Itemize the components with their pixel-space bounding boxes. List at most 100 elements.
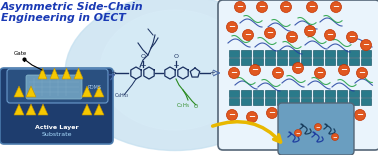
Bar bbox=[361, 50, 371, 57]
Bar bbox=[301, 90, 311, 97]
Bar bbox=[361, 58, 371, 65]
Polygon shape bbox=[50, 68, 59, 79]
Bar bbox=[337, 58, 347, 65]
Text: −: − bbox=[333, 2, 339, 11]
Bar bbox=[313, 50, 323, 57]
FancyBboxPatch shape bbox=[218, 0, 378, 150]
Circle shape bbox=[294, 129, 302, 137]
Text: −: − bbox=[288, 32, 296, 41]
Bar bbox=[349, 90, 359, 97]
Polygon shape bbox=[94, 104, 104, 115]
Circle shape bbox=[293, 62, 304, 73]
Polygon shape bbox=[14, 86, 24, 97]
Bar bbox=[313, 98, 323, 105]
Text: −: − bbox=[339, 108, 345, 117]
Bar bbox=[229, 58, 239, 65]
Bar bbox=[289, 58, 299, 65]
Bar bbox=[229, 90, 239, 97]
Text: −: − bbox=[282, 2, 290, 11]
Circle shape bbox=[314, 67, 325, 78]
Polygon shape bbox=[38, 68, 47, 79]
Bar bbox=[277, 90, 287, 97]
Text: −: − bbox=[349, 32, 355, 41]
Polygon shape bbox=[14, 104, 24, 115]
Bar bbox=[325, 90, 335, 97]
Circle shape bbox=[291, 109, 302, 120]
Bar bbox=[253, 90, 263, 97]
Bar bbox=[289, 90, 299, 97]
Circle shape bbox=[280, 2, 291, 13]
Circle shape bbox=[336, 108, 347, 119]
Text: $\mathregular{C_6H_{13}}$: $\mathregular{C_6H_{13}}$ bbox=[114, 91, 130, 100]
Bar bbox=[265, 58, 275, 65]
Bar bbox=[337, 90, 347, 97]
Bar bbox=[289, 98, 299, 105]
Circle shape bbox=[246, 111, 257, 122]
Bar bbox=[325, 58, 335, 65]
Bar bbox=[241, 98, 251, 105]
Circle shape bbox=[355, 109, 366, 120]
Text: Engineering in OECT: Engineering in OECT bbox=[1, 13, 126, 23]
Polygon shape bbox=[74, 68, 83, 79]
Circle shape bbox=[330, 2, 341, 13]
FancyBboxPatch shape bbox=[278, 103, 354, 155]
Text: −: − bbox=[356, 110, 364, 119]
Ellipse shape bbox=[100, 10, 250, 130]
Text: −: − bbox=[314, 112, 322, 121]
Circle shape bbox=[226, 22, 237, 33]
Circle shape bbox=[314, 124, 322, 131]
Text: −: − bbox=[237, 2, 243, 11]
Polygon shape bbox=[82, 86, 92, 97]
Text: −: − bbox=[228, 22, 235, 31]
Bar bbox=[277, 58, 287, 65]
Circle shape bbox=[307, 2, 318, 13]
Text: −: − bbox=[245, 30, 251, 39]
Text: Asymmetric Side-Chain: Asymmetric Side-Chain bbox=[1, 2, 144, 12]
Bar bbox=[325, 98, 335, 105]
Bar bbox=[265, 90, 275, 97]
Circle shape bbox=[361, 40, 372, 51]
Text: −: − bbox=[358, 68, 366, 77]
Circle shape bbox=[265, 27, 276, 38]
Text: −: − bbox=[316, 124, 320, 129]
Bar bbox=[229, 98, 239, 105]
Bar bbox=[325, 50, 335, 57]
Text: −: − bbox=[341, 65, 347, 74]
Text: −: − bbox=[248, 112, 256, 121]
FancyBboxPatch shape bbox=[0, 68, 113, 144]
Bar bbox=[301, 98, 311, 105]
Polygon shape bbox=[26, 86, 36, 97]
Text: O: O bbox=[174, 54, 178, 59]
Bar bbox=[349, 98, 359, 105]
Text: −: − bbox=[327, 30, 333, 39]
Text: +: + bbox=[110, 70, 116, 76]
Text: Substrate: Substrate bbox=[42, 133, 72, 137]
Text: −: − bbox=[259, 2, 265, 11]
Circle shape bbox=[347, 31, 358, 42]
Circle shape bbox=[228, 67, 240, 78]
Bar bbox=[337, 98, 347, 105]
Text: −: − bbox=[316, 68, 324, 77]
Bar bbox=[301, 50, 311, 57]
Ellipse shape bbox=[65, 0, 285, 151]
FancyBboxPatch shape bbox=[7, 69, 108, 103]
Bar bbox=[265, 98, 275, 105]
Bar bbox=[349, 58, 359, 65]
Text: −: − bbox=[268, 108, 276, 117]
Bar bbox=[361, 98, 371, 105]
Bar bbox=[361, 90, 371, 97]
Text: −: − bbox=[293, 110, 299, 119]
Text: −: − bbox=[296, 130, 300, 135]
Bar bbox=[349, 50, 359, 57]
Circle shape bbox=[243, 29, 254, 40]
Polygon shape bbox=[38, 104, 48, 115]
Bar bbox=[313, 58, 323, 65]
Bar bbox=[265, 50, 275, 57]
Circle shape bbox=[356, 67, 367, 78]
Text: $\mathregular{O}$: $\mathregular{O}$ bbox=[193, 102, 199, 110]
Polygon shape bbox=[26, 104, 36, 115]
Bar bbox=[229, 50, 239, 57]
Text: −: − bbox=[363, 40, 370, 49]
Circle shape bbox=[249, 64, 260, 75]
Text: −: − bbox=[307, 26, 313, 35]
